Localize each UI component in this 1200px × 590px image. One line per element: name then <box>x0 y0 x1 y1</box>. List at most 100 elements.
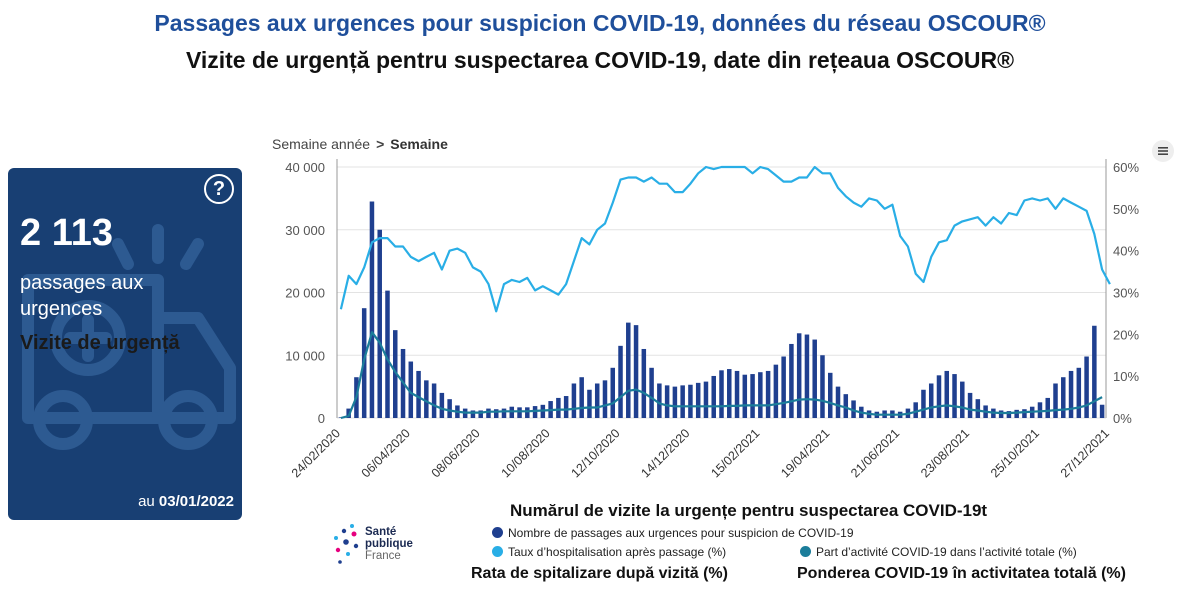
x-tick-label: 21/06/2021 <box>848 426 902 480</box>
kpi-value: 2 113 <box>20 212 113 254</box>
bar <box>952 374 957 418</box>
y-left-tick-label: 30 000 <box>285 223 325 238</box>
bar <box>796 333 802 418</box>
y-right-tick-label: 50% <box>1113 202 1139 217</box>
bar <box>610 367 616 418</box>
bar <box>1099 404 1105 418</box>
bar <box>587 389 592 418</box>
legend-hosp-swatch <box>492 546 503 557</box>
bar <box>556 397 561 418</box>
bar <box>1053 383 1058 418</box>
kpi-label-ro: Vizite de urgență <box>20 332 180 354</box>
bar <box>928 383 934 418</box>
bar <box>742 374 748 418</box>
bar <box>672 386 678 418</box>
bar <box>571 383 577 418</box>
bar <box>758 372 763 418</box>
bar <box>517 407 522 418</box>
breadcrumb-parent[interactable]: Semaine année <box>272 136 371 152</box>
bar <box>439 392 445 418</box>
bar <box>579 377 584 418</box>
bar <box>470 410 476 418</box>
legend-item-part[interactable]: Part d’activité COVID-19 dans l’activité… <box>800 545 1077 559</box>
bar <box>416 370 421 418</box>
legend-item-bars[interactable]: Nombre de passages aux urgences pour sus… <box>492 526 854 540</box>
bar <box>827 372 833 418</box>
kpi-label-fr: passages aux urgences <box>20 272 144 320</box>
bar <box>843 394 849 418</box>
x-tick-label: 27/12/2021 <box>1058 426 1112 480</box>
bar <box>688 384 693 418</box>
bar <box>680 385 685 418</box>
bar <box>1076 367 1082 418</box>
bar <box>765 370 771 418</box>
y-right-tick-label: 10% <box>1113 369 1139 384</box>
bar <box>447 399 452 418</box>
x-tick-label: 14/12/2020 <box>638 426 692 480</box>
bar <box>711 375 716 418</box>
x-tick-label: 12/10/2020 <box>569 426 623 480</box>
bar <box>820 355 825 418</box>
bar <box>633 325 639 418</box>
bar <box>1037 402 1043 418</box>
bar <box>812 339 817 418</box>
x-tick-label: 19/04/2021 <box>778 426 832 480</box>
bar <box>657 383 662 418</box>
bar <box>975 399 981 418</box>
ambulance-icon <box>22 224 236 450</box>
x-tick-label: 15/02/2021 <box>708 426 762 480</box>
chart-title-ro: Vizite de urgență pentru suspectarea COV… <box>185 47 1015 73</box>
bar <box>967 392 973 418</box>
legend-item-hosp[interactable]: Taux d’hospitalisation après passage (%) <box>492 545 726 559</box>
bar <box>641 348 647 418</box>
bar <box>944 370 950 418</box>
x-tick-label: 08/06/2020 <box>429 426 483 480</box>
bar <box>851 400 856 418</box>
y-right-tick-label: 60% <box>1113 160 1139 175</box>
bar <box>719 370 724 418</box>
legend-part-label: Part d’activité COVID-19 dans l’activité… <box>816 545 1077 559</box>
bar <box>532 406 538 418</box>
bar <box>618 345 623 418</box>
help-icon[interactable]: ? <box>204 174 234 204</box>
series-line-part <box>340 331 1103 420</box>
bar <box>1045 397 1050 418</box>
breadcrumb-current: Semaine <box>390 136 448 152</box>
bar <box>486 408 491 418</box>
bar <box>369 201 375 418</box>
bar <box>408 361 414 418</box>
bar <box>649 367 654 418</box>
bar <box>501 408 507 418</box>
x-tick-label: 10/08/2020 <box>499 426 553 480</box>
bar <box>789 343 794 418</box>
chart-menu-icon[interactable] <box>1152 140 1174 162</box>
bar <box>493 409 499 418</box>
bar <box>594 383 600 418</box>
legend-part-swatch <box>800 546 811 557</box>
bar <box>478 410 483 418</box>
bar <box>835 386 841 418</box>
bar <box>563 396 569 418</box>
bar <box>804 334 810 418</box>
bar <box>936 375 942 418</box>
bar <box>703 381 709 418</box>
bar <box>602 380 608 418</box>
bar <box>960 381 965 418</box>
bar <box>424 380 429 418</box>
bar <box>377 229 382 418</box>
bar <box>998 410 1004 418</box>
logo-text: Santé publique France <box>365 526 413 562</box>
x-tick-label: 24/02/2020 <box>289 426 343 480</box>
bar <box>781 356 786 418</box>
y-right-tick-label: 30% <box>1113 286 1139 301</box>
bar <box>913 402 918 418</box>
bar <box>1092 325 1097 418</box>
bar <box>1014 409 1019 418</box>
x-tick-label: 23/08/2021 <box>918 426 972 480</box>
x-tick-label: 06/04/2020 <box>359 426 413 480</box>
x-tick-label: 25/10/2021 <box>988 426 1042 480</box>
bar <box>1084 356 1089 418</box>
y-left-tick-label: 10 000 <box>285 348 325 363</box>
bar <box>1068 370 1074 418</box>
